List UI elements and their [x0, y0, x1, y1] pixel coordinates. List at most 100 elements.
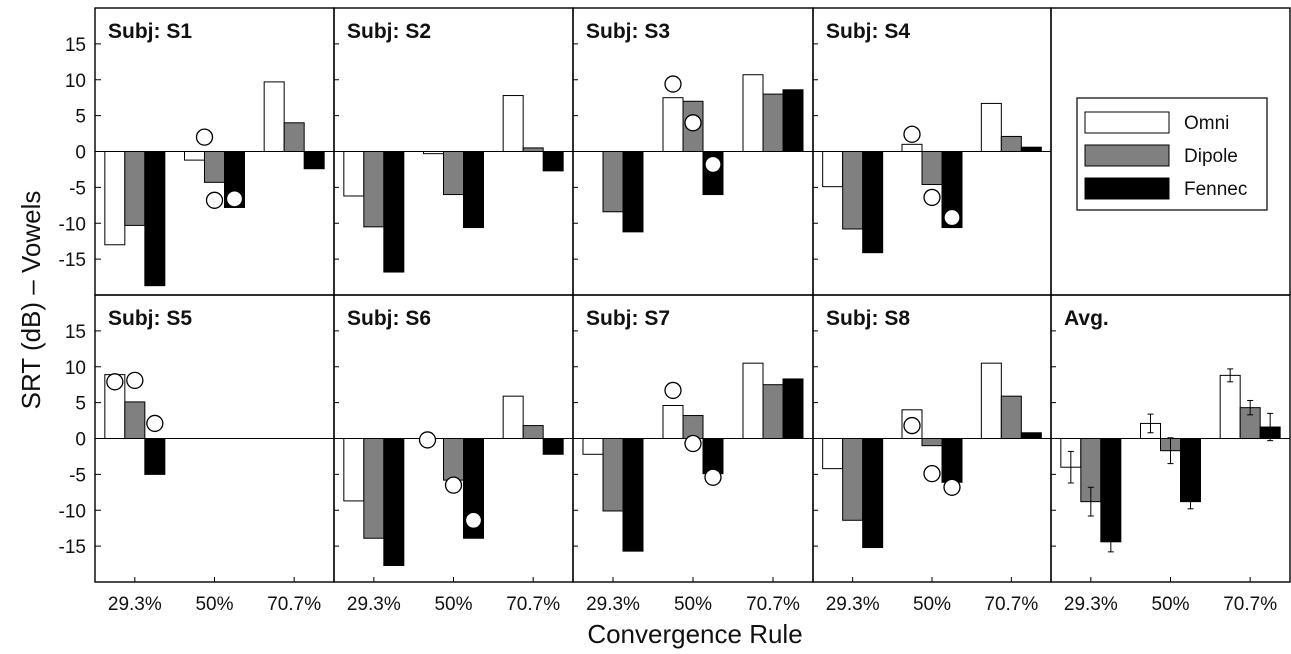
bar-dipole-50 [443, 438, 464, 481]
data-point-marker [684, 114, 702, 132]
data-point-marker [444, 476, 463, 494]
bar-fennec-293 [862, 151, 884, 254]
bar-omni-707 [263, 81, 285, 152]
y-tick-label: -5 [69, 465, 86, 486]
panel-4: Subj: S4 [812, 7, 1052, 296]
panel-10: Avg. 29.3% 50% 70.7% [1050, 294, 1291, 615]
panel-title: Subj: S5 [108, 307, 192, 330]
bar-fennec-707 [1020, 432, 1042, 440]
bar-dipole-293 [602, 438, 624, 512]
bar-fennec-293 [144, 151, 166, 287]
y-tick-label: -15 [59, 250, 86, 271]
x-tick-label: 70.7% [1223, 594, 1277, 615]
data-point-marker [418, 431, 437, 449]
panel-1: Subj: S1 -15 -10 -5 0 5 10 15 [59, 7, 335, 296]
panel-title: Subj: S3 [586, 20, 670, 43]
y-tick-label: 10 [65, 358, 86, 379]
legend-label-omni: Omni [1184, 113, 1229, 134]
bar-omni-707 [502, 395, 524, 440]
bar-omni-50 [662, 404, 684, 439]
data-point-marker [704, 468, 722, 486]
panel-5: Omni Dipole Fennec [1050, 7, 1291, 296]
x-tick-label: 70.7% [506, 594, 560, 615]
y-tick-label: 15 [65, 35, 86, 56]
legend-label-dipole: Dipole [1184, 146, 1238, 167]
bar-fennec-293 [383, 438, 405, 566]
bar-fennec-50 [1180, 438, 1201, 503]
data-point-marker [664, 75, 682, 93]
legend-label-fennec: Fennec [1184, 179, 1247, 200]
bar-fennec-293 [144, 438, 166, 475]
data-point-marker [704, 155, 722, 174]
data-point-marker [106, 373, 124, 391]
x-tick-label: 29.3% [826, 594, 880, 615]
data-point-marker [943, 478, 961, 496]
bar-dipole-707 [762, 93, 784, 152]
panel-title: Subj: S1 [108, 20, 192, 43]
bar-fennec-50 [463, 151, 484, 229]
data-point-marker [943, 208, 961, 227]
x-axis-title: Convergence Rule [587, 619, 802, 649]
x-tick-label: 70.7% [267, 594, 321, 615]
bar-dipole-293 [363, 151, 385, 228]
y-tick-label: -10 [59, 214, 86, 235]
y-axis-title: SRT (dB) – Vowels [16, 191, 46, 410]
panel-9: Subj: S8 29.3% 50% 70.7% [812, 294, 1052, 615]
bar-fennec-707 [782, 378, 804, 440]
y-tick-label: -10 [59, 501, 86, 522]
data-point-marker [464, 511, 483, 529]
panel-7: Subj: S6 29.3% 50% 70.7% [333, 294, 574, 615]
bar-omni-50 [423, 151, 444, 155]
bar-dipole-707 [762, 384, 784, 439]
bar-dipole-293 [124, 151, 146, 226]
x-tick-label: 50% [434, 594, 472, 615]
bar-omni-707 [742, 74, 764, 152]
bar-fennec-293 [1100, 438, 1122, 543]
panel-6: Subj: S5 -15 -10 -5 0 5 10 15 29.3% 50% 70.7% [59, 294, 335, 615]
panel-title: Subj: S8 [826, 307, 910, 330]
bar-omni-50 [662, 97, 684, 152]
panel-title: Subj: S6 [347, 307, 431, 330]
data-point-marker [225, 190, 244, 208]
bar-dipole-293 [124, 401, 146, 439]
bar-dipole-50 [443, 151, 464, 196]
y-tick-label: 0 [75, 430, 86, 451]
data-point-marker [903, 416, 921, 435]
bar-dipole-707 [522, 147, 544, 153]
bar-dipole-707 [1000, 395, 1022, 440]
bar-dipole-293 [842, 438, 864, 521]
data-point-marker [923, 188, 941, 207]
y-tick-label: -15 [59, 537, 86, 558]
panel-title: Subj: S2 [347, 20, 431, 43]
bar-dipole-707 [283, 122, 305, 153]
x-tick-label: 29.3% [108, 594, 162, 615]
y-tick-label: 15 [65, 322, 86, 343]
panel-3: Subj: S3 [572, 7, 814, 296]
y-tick-label: 0 [75, 143, 86, 164]
x-tick-label: 50% [195, 594, 233, 615]
bar-fennec-707 [782, 89, 804, 152]
data-point-marker [205, 191, 224, 209]
bar-omni-293 [343, 151, 365, 197]
panel-2: Subj: S2 [333, 7, 574, 296]
bar-dipole-707 [522, 425, 544, 439]
bar-fennec-50 [702, 438, 724, 475]
y-tick-label: 5 [75, 394, 86, 415]
x-tick-label: 50% [674, 594, 712, 615]
data-point-marker [195, 128, 214, 146]
bar-omni-293 [343, 438, 365, 502]
bar-dipole-293 [363, 438, 385, 539]
data-point-marker [923, 465, 941, 483]
x-tick-label: 50% [913, 594, 951, 615]
panel-title: Subj: S4 [826, 20, 910, 43]
bar-omni-50 [184, 151, 205, 161]
bar-fennec-707 [1020, 146, 1042, 153]
x-tick-label: 50% [1151, 594, 1189, 615]
bar-fennec-293 [862, 438, 884, 549]
bar-fennec-50 [941, 151, 963, 229]
x-tick-label: 29.3% [347, 594, 401, 615]
bar-fennec-293 [383, 151, 405, 273]
bar-dipole-50 [921, 438, 943, 447]
